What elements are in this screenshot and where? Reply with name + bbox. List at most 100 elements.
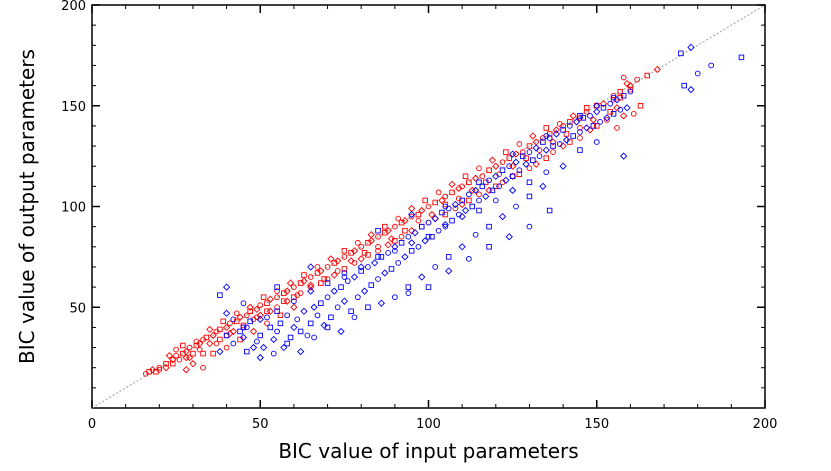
data-point [644, 72, 650, 79]
data-point [442, 203, 449, 210]
data-point [425, 284, 432, 290]
data-point [401, 253, 409, 261]
data-point [230, 316, 237, 323]
x-tick-label: 50 [252, 417, 269, 432]
data-point [505, 233, 513, 241]
data-point [587, 112, 593, 119]
data-point [365, 264, 371, 270]
data-point [274, 284, 280, 290]
data-point [594, 102, 600, 109]
data-point [280, 343, 288, 352]
data-point [264, 320, 270, 327]
data-point [479, 183, 486, 190]
data-point [532, 144, 540, 152]
data-point [274, 294, 280, 301]
data-point [365, 304, 371, 311]
data-point [623, 104, 631, 112]
data-point [384, 227, 392, 235]
data-point [169, 356, 177, 364]
data-point [506, 163, 513, 170]
data-point [264, 308, 270, 315]
data-point [458, 212, 466, 221]
data-point [284, 340, 290, 347]
data-point [681, 82, 687, 89]
data-point [499, 159, 506, 166]
data-point [153, 368, 159, 375]
data-point [330, 271, 338, 279]
axis-ticks: 0 50 100 150 200 50 100 150 200 [61, 0, 777, 432]
data-point [458, 200, 466, 209]
data-point [556, 121, 563, 127]
data-point [411, 229, 419, 237]
data-point [392, 247, 398, 254]
data-point [222, 309, 231, 317]
data-point [540, 139, 546, 145]
data-point [294, 292, 301, 299]
data-point [249, 343, 258, 352]
data-point [334, 304, 341, 311]
data-point [428, 210, 436, 219]
y-tick-label: 50 [69, 301, 86, 316]
data-point [274, 288, 280, 294]
data-point [163, 360, 169, 367]
data-point [532, 160, 540, 168]
data-point [445, 254, 452, 260]
data-point [375, 276, 381, 282]
x-tick-label: 150 [584, 417, 609, 432]
data-point [593, 102, 601, 110]
data-point [337, 327, 345, 336]
data-point [338, 284, 344, 290]
data-point [223, 332, 230, 339]
data-point [610, 96, 617, 103]
data-point [361, 250, 368, 256]
data-point [503, 149, 509, 155]
data-point [193, 338, 200, 345]
data-point [546, 207, 553, 214]
data-point [200, 350, 206, 357]
data-point [530, 157, 536, 163]
data-point [348, 308, 354, 315]
data-point [264, 314, 270, 321]
data-point [237, 336, 243, 343]
data-point [448, 180, 456, 188]
data-point [408, 227, 416, 235]
y-axis-label: BIC value of output parameters [15, 49, 39, 364]
data-point [482, 192, 490, 201]
data-point [357, 263, 365, 271]
data-point [543, 133, 550, 139]
data-point [341, 270, 348, 276]
data-point [431, 214, 439, 223]
data-point [469, 203, 475, 210]
data-point [466, 197, 472, 204]
data-point [180, 342, 186, 349]
data-point [566, 123, 573, 129]
data-point [550, 143, 556, 149]
data-point [617, 88, 624, 95]
data-point [227, 320, 233, 327]
data-point [330, 287, 338, 295]
data-point [307, 320, 314, 327]
data-point [210, 350, 216, 357]
data-point [445, 267, 453, 275]
data-point [549, 138, 557, 146]
data-point [452, 205, 459, 212]
data-point [217, 336, 223, 343]
data-point [610, 94, 617, 101]
data-point [451, 200, 460, 209]
data-point [341, 266, 348, 272]
data-point [529, 132, 537, 140]
data-point [508, 162, 517, 170]
data-point [284, 312, 291, 319]
data-point [461, 206, 470, 215]
data-point [223, 332, 230, 339]
data-point [408, 248, 415, 254]
data-point [324, 324, 331, 331]
data-point [492, 162, 500, 170]
data-point [375, 254, 381, 260]
data-point [471, 186, 480, 195]
data-point [173, 346, 179, 353]
data-point [543, 125, 550, 131]
data-point [314, 312, 321, 319]
data-point [439, 209, 445, 216]
data-point [162, 364, 170, 372]
